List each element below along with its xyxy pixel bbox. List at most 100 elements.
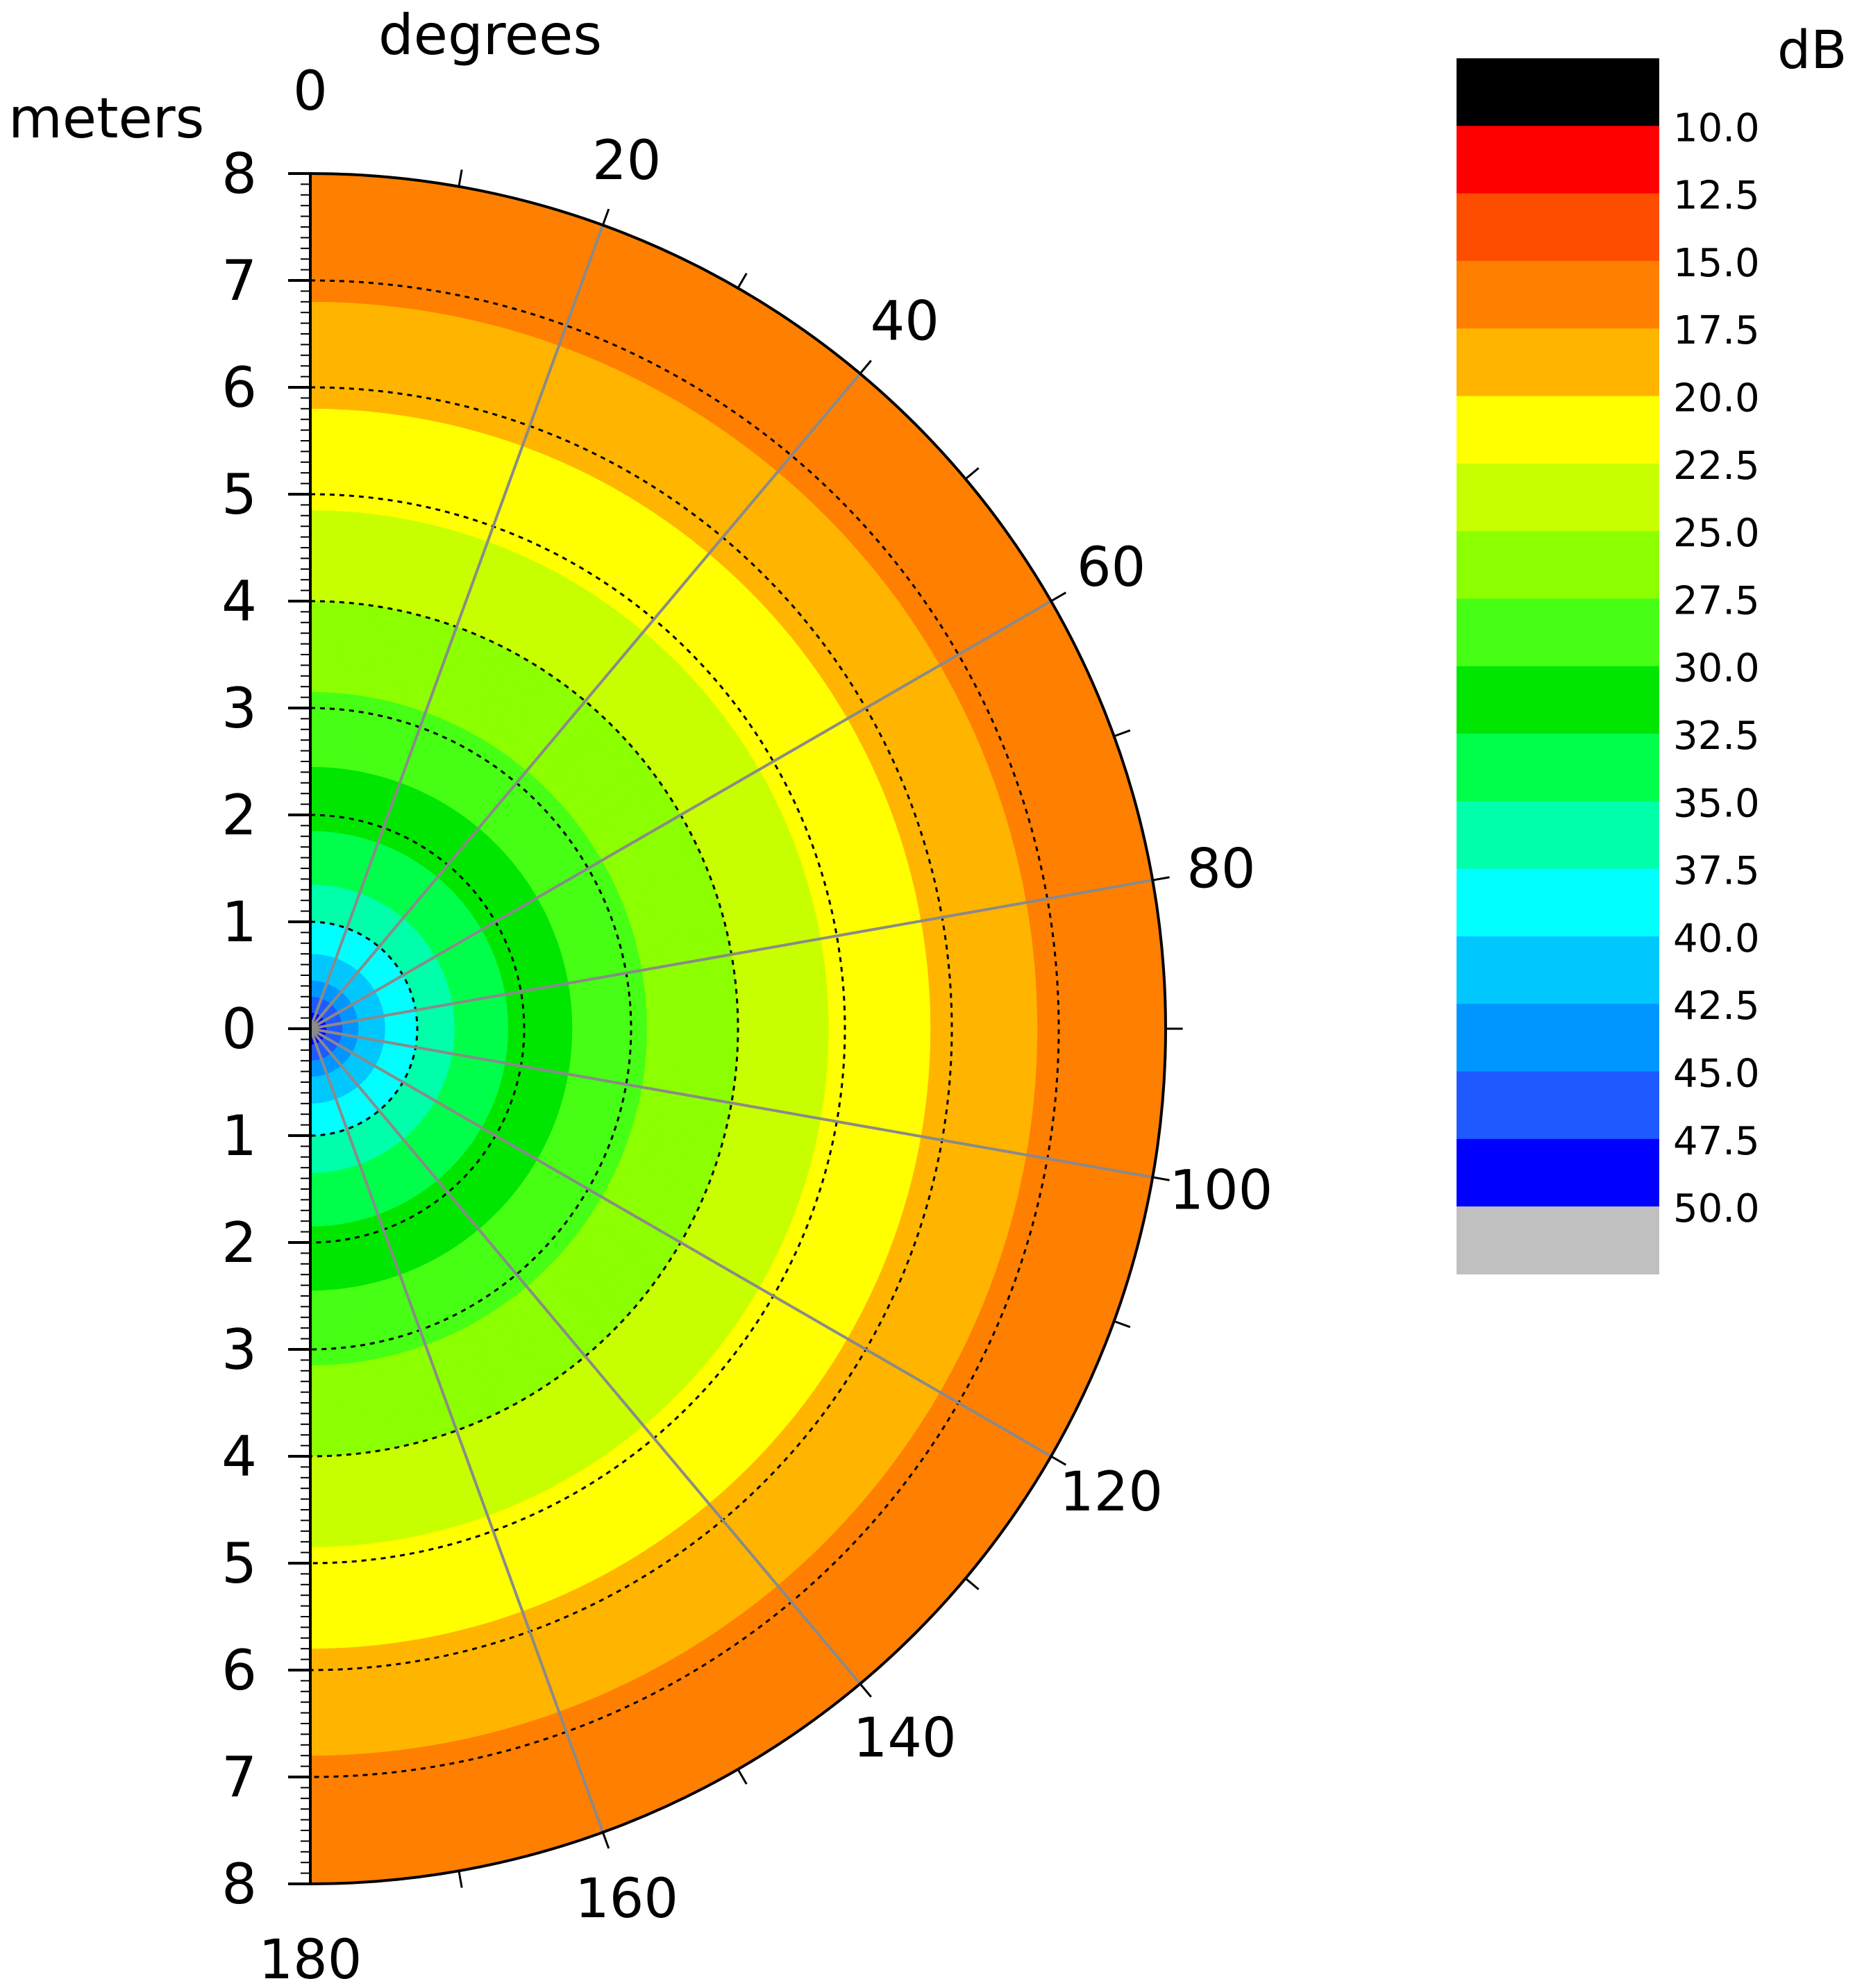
colorbar-tick-label: 12.5 [1673,174,1760,219]
theta-tick-label: 60 [1077,537,1146,599]
colorbar-swatch [1457,463,1659,532]
colorbar-swatch [1457,868,1659,937]
colorbar-tick-label: 20.0 [1673,376,1760,421]
grid-ring [310,279,1060,1778]
theta-tick-label: 40 [871,291,939,353]
r-tick-label: 3 [221,1317,257,1382]
colorbar: 10.0 12.5 15.0 17.5 20.0 22.5 25.0 27.5 30.0 32.5… [1457,58,1760,1274]
r-tick-label: 1 [221,890,257,954]
r-tick-label: 6 [221,355,257,420]
colorbar-tick-label: 45.0 [1673,1052,1760,1097]
r-tick-label: 8 [221,142,257,206]
grid-ring [310,814,526,1244]
colorbar-swatch [1457,1004,1659,1072]
colorbar-swatch [1457,801,1659,870]
theta-tick-label: 80 [1186,839,1255,901]
colorbar-tick-label: 17.5 [1673,308,1760,353]
r-tick-label: 2 [221,783,257,848]
theta-tick-mark [859,360,872,375]
grid-spoke [310,879,1153,1030]
grid-ring [310,920,419,1137]
grid-spoke [309,372,862,1030]
colorbar-tick-label: 25.0 [1673,511,1760,556]
r-tick-label: 6 [221,1638,257,1703]
r-tick-label: 4 [221,1424,257,1489]
colorbar-swatch [1457,1138,1659,1207]
theta-tick-label: 100 [1169,1159,1273,1222]
radial-axis: 8 7 6 5 4 3 2 1 0 1 2 3 4 5 6 7 8 [221,142,312,1917]
r-tick-label: 1 [221,1104,257,1168]
theta-tick-label: 0 [293,60,328,123]
theta-tick-label: 140 [853,1707,957,1769]
colorbar-swatch [1457,126,1659,194]
grid-spoke [309,1027,862,1685]
theta-tick-mark [1114,729,1131,738]
colorbar-tick-label: 22.5 [1673,444,1760,489]
grid-spoke [309,1027,1052,1458]
colorbar-swatch [1457,260,1659,329]
grid-ring [310,493,846,1565]
colorbar-swatch [1457,531,1659,599]
r-tick-label: 7 [221,248,257,313]
colorbar-tick-label: 30.0 [1673,646,1760,691]
colorbar-swatch [1457,193,1659,262]
colorbar-tick-label: 27.5 [1673,578,1760,623]
theta-tick-label: 180 [259,1929,362,1988]
colorbar-swatch [1457,1206,1659,1274]
r-tick-label: 8 [221,1852,257,1917]
colorbar-tick-label: 37.5 [1673,849,1760,894]
grid-spoke [309,600,1052,1030]
r-tick-label: 7 [221,1745,257,1810]
theta-tick-mark [859,1683,872,1698]
grid-ring [310,386,953,1671]
colorbar-swatch [1457,58,1659,126]
theta-tick-label: 120 [1059,1461,1163,1524]
colorbar-swatch [1457,936,1659,1004]
colorbar-title: dB [1777,19,1847,81]
theta-tick-mark [1114,1320,1131,1329]
polar-grid: 0 20 40 60 80 100 120 140 160 180 [259,60,1273,1988]
r-tick-label: 5 [221,462,257,527]
colorbar-tick-label: 40.0 [1673,916,1760,961]
grid-ring [310,707,632,1351]
r-tick-label: 5 [221,1531,257,1596]
theta-axis-label: degrees [378,3,602,67]
grid-spoke [309,1028,605,1833]
grid-ring [310,600,739,1458]
theta-tick-mark [1152,876,1170,882]
theta-tick-label: 160 [575,1868,678,1930]
colorbar-swatch [1457,666,1659,734]
colorbar-tick-label: 50.0 [1673,1186,1760,1231]
theta-tick-mark [964,467,980,480]
colorbar-tick-label: 35.0 [1673,781,1760,826]
theta-tick-mark [1050,591,1067,603]
contour-field [310,174,1166,1884]
colorbar-tick-label: 15.0 [1673,241,1760,286]
colorbar-swatch [1457,396,1659,464]
theta-tick-mark [737,272,748,289]
colorbar-tick-label: 47.5 [1673,1119,1760,1164]
colorbar-tick-label: 10.0 [1673,106,1760,151]
colorbar-tick-label: 42.5 [1673,984,1760,1029]
grid-spoke [310,1027,1153,1179]
theta-tick-mark [458,1871,463,1888]
colorbar-swatch [1457,1071,1659,1140]
theta-tick-mark [601,208,610,226]
outer-boundary [310,172,1167,1885]
theta-tick-mark [737,1769,748,1785]
colorbar-tick-label: 32.5 [1673,714,1760,759]
colorbar-swatch [1457,328,1659,397]
r-tick-label: 0 [221,997,257,1061]
r-tick-label: 3 [221,676,257,741]
theta-tick-mark [964,1577,980,1590]
theta-tick-mark [601,1832,610,1849]
r-tick-label: 4 [221,569,257,634]
r-tick-label: 2 [221,1211,257,1275]
grid-spoke [309,224,605,1029]
colorbar-swatch [1457,598,1659,667]
colorbar-swatch [1457,734,1659,802]
theta-tick-mark [458,169,463,187]
theta-tick-mark [1152,1176,1170,1181]
theta-tick-mark [1050,1455,1067,1466]
